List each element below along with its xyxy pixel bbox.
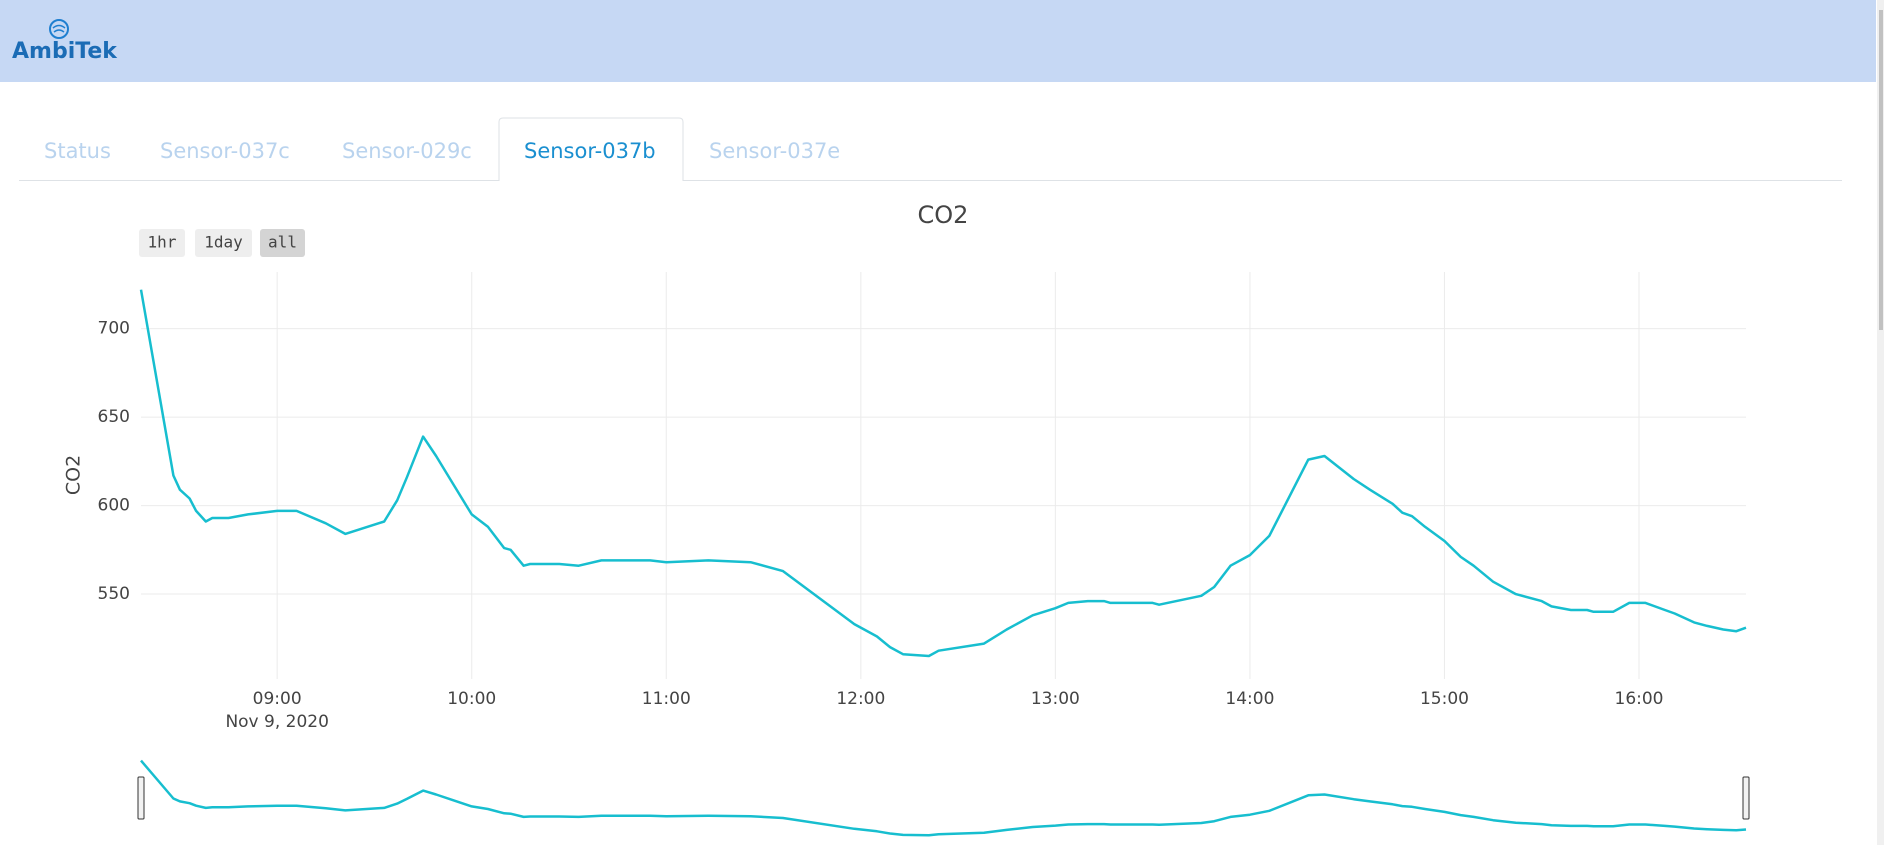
range-button-label[interactable]: 1hr	[148, 233, 177, 252]
tab[interactable]: Sensor-037b	[524, 139, 656, 163]
logo-icon-wave	[52, 24, 66, 33]
range-button-label[interactable]: all	[268, 233, 297, 252]
y-tick-label: 700	[98, 319, 130, 339]
range-button[interactable]	[139, 229, 185, 257]
tab[interactable]: Sensor-029c	[342, 139, 472, 163]
tabs: Status Sensor-037c Sensor-029c Sensor-037b S…	[44, 117, 840, 181]
range-button-label[interactable]: 1day	[204, 233, 243, 252]
x-tick-label: 14:00	[1225, 689, 1274, 709]
x-tick-label: 11:00	[642, 689, 691, 709]
x-tick-label: 15:00	[1420, 689, 1469, 709]
chart-title: CO2	[918, 201, 969, 229]
range-buttons: 1hr 1day all	[139, 229, 305, 257]
header-bar	[0, 0, 1876, 82]
x-tick-label: 10:00	[447, 689, 496, 709]
x-tick-label: 13:00	[1031, 689, 1080, 709]
y-tick-label: 650	[98, 407, 130, 427]
range-button[interactable]	[195, 229, 252, 257]
y-tick-label: 600	[98, 496, 130, 516]
range-slider-handle[interactable]	[137, 776, 145, 820]
active-tab-box	[498, 117, 684, 181]
logo-icon	[49, 19, 69, 39]
range-button[interactable]	[260, 229, 305, 257]
tab[interactable]: Sensor-037c	[160, 139, 290, 163]
y-axis-title: CO2	[63, 455, 85, 495]
x-tick-label: 16:00	[1615, 689, 1664, 709]
x-date-label: Nov 9, 2020	[225, 712, 328, 732]
y-tick-label: 550	[98, 584, 130, 604]
x-tick-label: 12:00	[836, 689, 885, 709]
plot: 550 600 650 700 09:00 Nov 9, 2020 10:00 11:00 12…	[98, 272, 1750, 837]
scrollbar-track	[1877, 0, 1884, 845]
logo[interactable]: AmbiTek	[12, 39, 118, 64]
range-slider-line	[140, 759, 1747, 837]
range-slider-handle[interactable]	[1742, 776, 1750, 820]
line	[139, 289, 1747, 658]
tab[interactable]: Sensor-037e	[709, 139, 840, 163]
x-tick-label: 09:00	[253, 689, 302, 709]
scrollbar-thumb[interactable]	[1879, 10, 1883, 330]
tab[interactable]: Status	[44, 139, 111, 163]
